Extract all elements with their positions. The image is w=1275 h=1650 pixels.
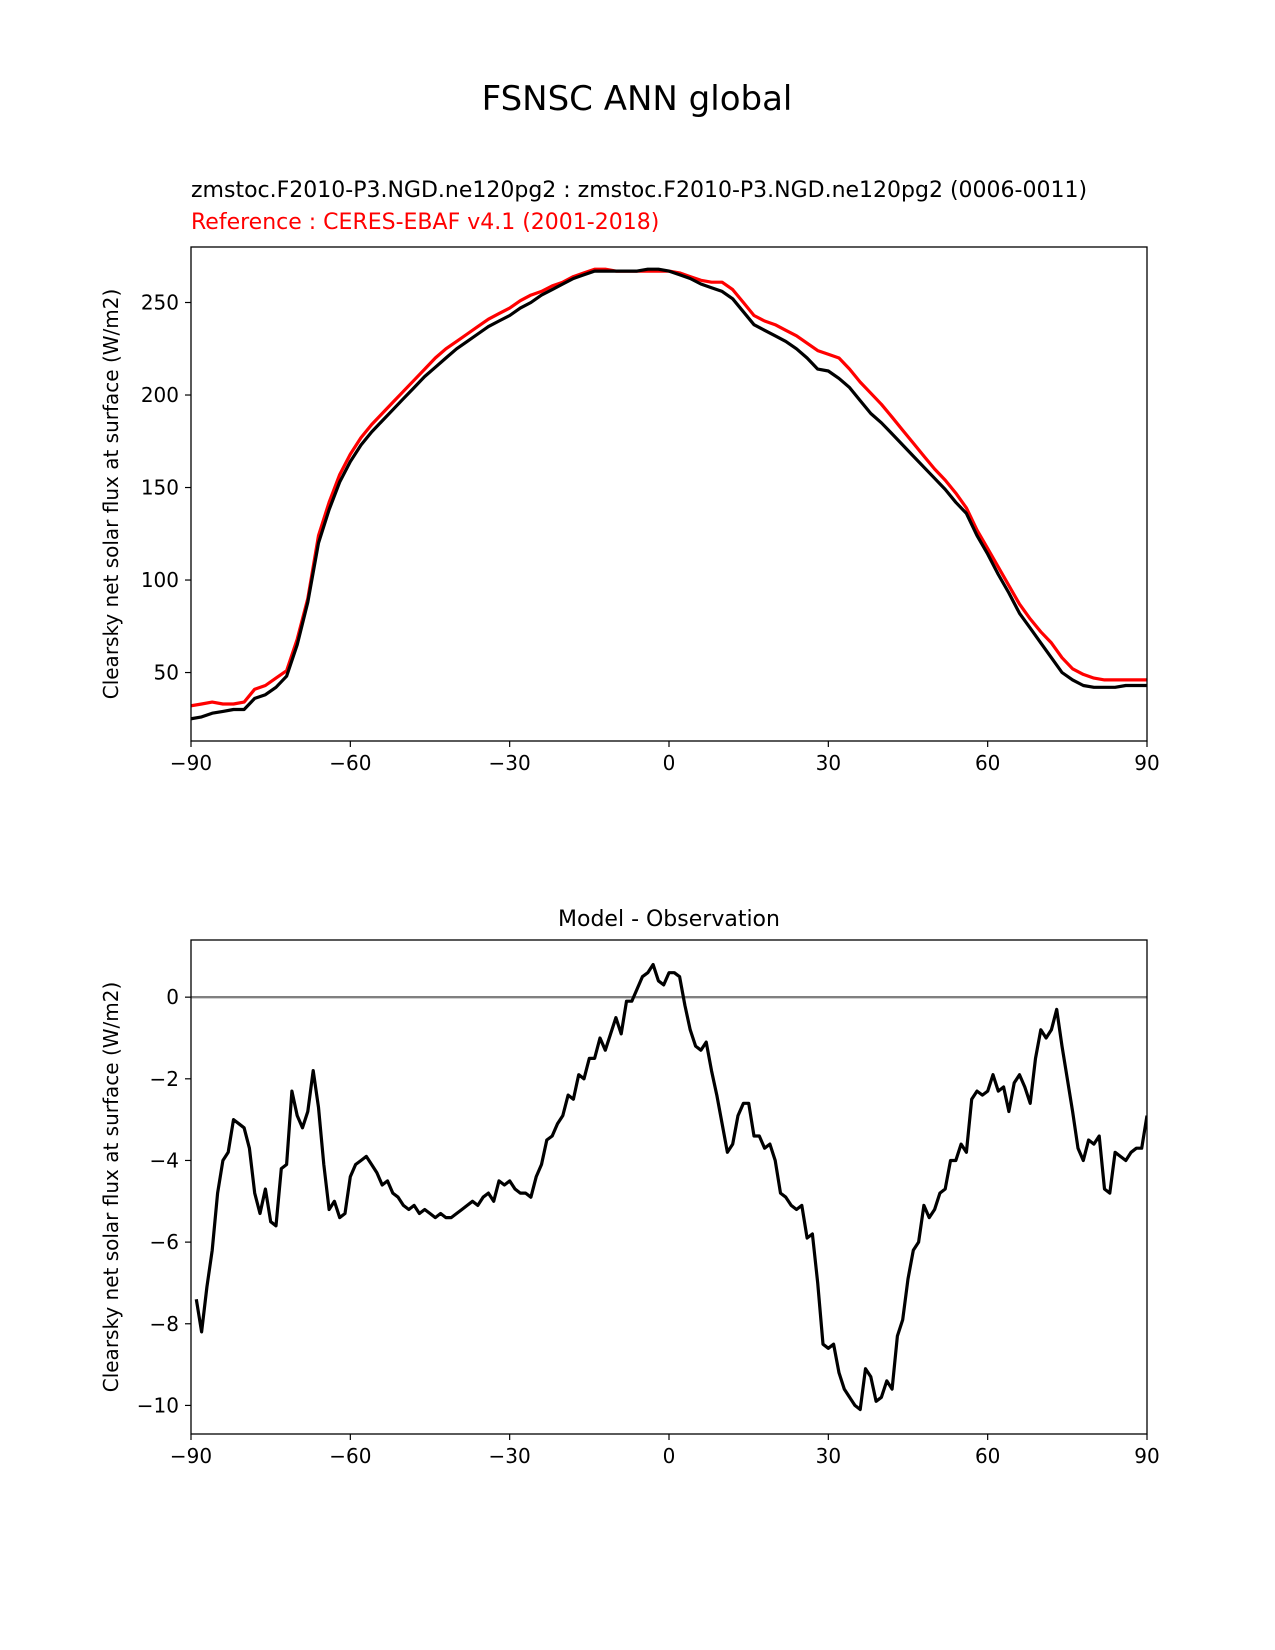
x-tick-label: 30 (816, 751, 841, 775)
reference-series-line (191, 267, 1147, 708)
x-tick-label: −90 (170, 751, 212, 775)
x-tick-label: 0 (663, 1444, 676, 1468)
x-tick-label: 0 (663, 751, 676, 775)
top-ticks-layer: −90 −60 −30 0 30 60 90 50 100 150 200 250 (141, 291, 1160, 775)
bottom-series-layer (191, 962, 1147, 1412)
bottom-ticks-layer: −90 −60 −30 0 30 60 90 −10 −8 −6 −4 −2 0 (137, 985, 1160, 1468)
difference-title: Model - Observation (558, 907, 780, 932)
y-tick-label: 250 (141, 291, 179, 315)
test-title: zmstoc.F2010-P3.NGD.ne120pg2 : zmstoc.F2… (191, 178, 1087, 203)
y-tick-label: −6 (150, 1230, 179, 1254)
x-tick-label: 30 (816, 1444, 841, 1468)
difference-panel: Model - Observation −90 −60 −30 0 30 60 90−10−… (99, 907, 1160, 1468)
y-tick-label: 150 (141, 476, 179, 500)
y-tick-label: −4 (150, 1148, 179, 1172)
x-tick-label: 90 (1134, 751, 1159, 775)
x-tick-label: −30 (489, 1444, 531, 1468)
figure-title: FSNSC ANN global (482, 79, 793, 119)
y-tick-label: −2 (150, 1067, 179, 1091)
top-y-axis-label: Clearsky net solar flux at surface (W/m2… (99, 289, 123, 700)
test-series-line (191, 267, 1147, 721)
bottom-y-axis-label: Clearsky net solar flux at surface (W/m2… (99, 982, 123, 1393)
x-tick-label: 60 (975, 1444, 1000, 1468)
climatology-panel: zmstoc.F2010-P3.NGD.ne120pg2 : zmstoc.F2… (99, 178, 1160, 775)
y-tick-label: 0 (166, 985, 179, 1009)
x-tick-label: −90 (170, 1444, 212, 1468)
x-tick-label: 90 (1134, 1444, 1159, 1468)
y-tick-label: −10 (137, 1393, 179, 1417)
y-tick-label: −8 (150, 1312, 179, 1336)
x-tick-label: −60 (329, 751, 371, 775)
top-series-layer (191, 267, 1147, 721)
bottom-axes-frame (190, 939, 1148, 1435)
x-tick-label: 60 (975, 751, 1000, 775)
x-tick-label: −30 (489, 751, 531, 775)
reference-title: Reference : CERES-EBAF v4.1 (2001-2018) (191, 210, 659, 235)
y-tick-label: 100 (141, 568, 179, 592)
y-tick-label: 200 (141, 383, 179, 407)
x-tick-label: −60 (329, 1444, 371, 1468)
y-tick-label: 50 (154, 661, 179, 685)
difference-series-line (194, 962, 1147, 1412)
